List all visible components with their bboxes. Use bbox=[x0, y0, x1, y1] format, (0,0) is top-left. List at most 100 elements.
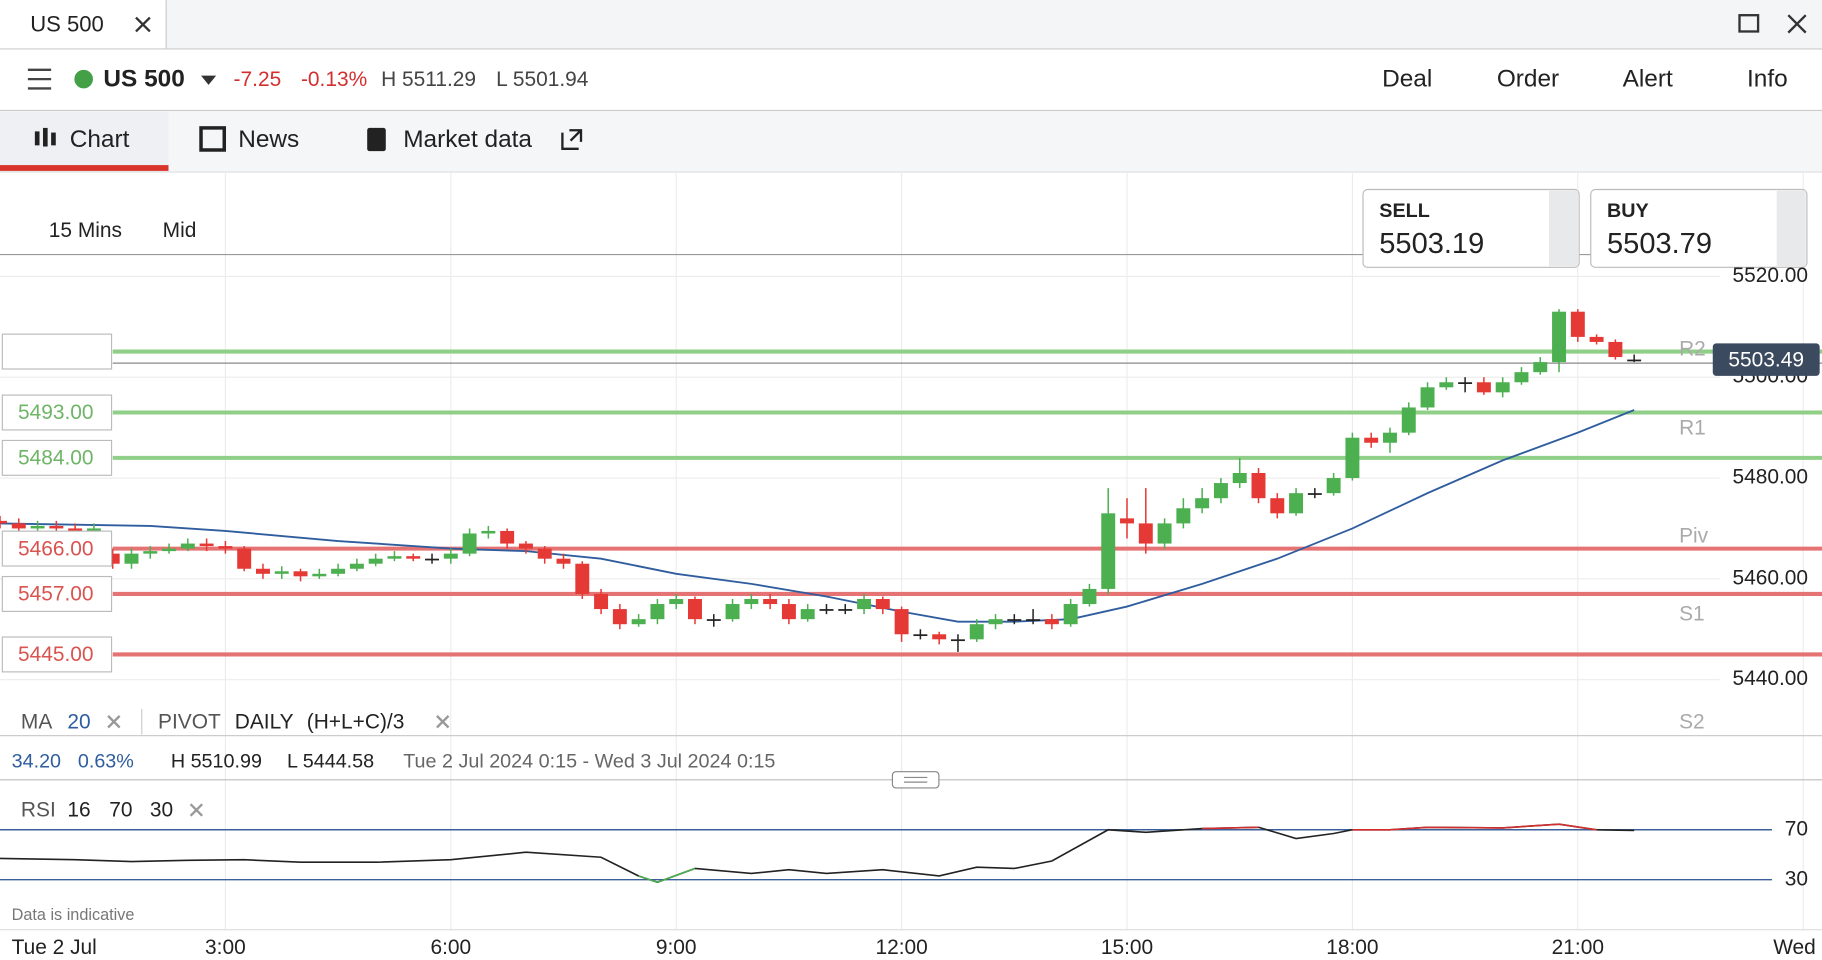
last-price-label: 5503.49 bbox=[1728, 348, 1804, 371]
ma-label: MA bbox=[21, 710, 52, 733]
ma-period[interactable]: 20 bbox=[67, 710, 90, 733]
candle-body bbox=[1608, 341, 1623, 358]
candle-body bbox=[612, 609, 627, 625]
external-link-icon[interactable] bbox=[561, 129, 583, 150]
menu-icon[interactable] bbox=[27, 68, 52, 90]
change: -7.25 bbox=[234, 68, 282, 91]
candle-body bbox=[894, 609, 909, 635]
rsi-upper[interactable]: 70 bbox=[109, 799, 132, 822]
instrument-name[interactable]: US 500 bbox=[103, 66, 184, 93]
candle-body bbox=[725, 604, 740, 620]
candle-body bbox=[1120, 518, 1134, 524]
stats-high: H 5510.99 bbox=[171, 751, 262, 773]
candle-body bbox=[950, 639, 965, 642]
pivot-label: S2 bbox=[1679, 710, 1705, 733]
rsi-lower[interactable]: 30 bbox=[150, 799, 173, 822]
sell-box[interactable] bbox=[1362, 188, 1580, 268]
candle-body bbox=[800, 609, 815, 620]
candle-body bbox=[1364, 437, 1379, 443]
x-tick-label: 9:00 bbox=[656, 936, 697, 959]
level-label-box bbox=[1, 439, 113, 476]
pane-resize-handle[interactable] bbox=[891, 771, 940, 789]
candle-body bbox=[49, 525, 64, 529]
candle-body bbox=[1326, 478, 1341, 494]
candle-body bbox=[913, 634, 928, 637]
buy-box[interactable] bbox=[1590, 188, 1808, 268]
candle-body bbox=[1270, 498, 1285, 514]
pivot-period[interactable]: DAILY bbox=[235, 710, 294, 733]
alert-button[interactable]: Alert bbox=[1623, 66, 1673, 93]
pivot-label: S1 bbox=[1679, 602, 1705, 625]
x-axis: Tue 2 Jul 3:00 6:00 9:00 12:00 15:00 18:00 21:0… bbox=[12, 936, 1822, 959]
remove-rsi[interactable] bbox=[189, 803, 204, 817]
pivot-formula[interactable]: (H+L+C)/3 bbox=[307, 710, 405, 733]
price-type[interactable]: Mid bbox=[163, 219, 197, 242]
deal-button[interactable]: Deal bbox=[1382, 66, 1432, 93]
candle-body bbox=[1101, 513, 1116, 589]
stats-low: L 5444.58 bbox=[287, 751, 374, 773]
x-tick-label: 21:00 bbox=[1552, 936, 1604, 959]
buy-price[interactable]: 5503.79 bbox=[1607, 228, 1712, 260]
order-button[interactable]: Order bbox=[1497, 66, 1559, 93]
candle-body bbox=[1026, 619, 1041, 621]
buy-label[interactable]: BUY bbox=[1607, 200, 1649, 222]
candle-body bbox=[11, 523, 26, 529]
candle-body bbox=[932, 634, 947, 640]
candle-body bbox=[30, 525, 45, 529]
candle-body bbox=[518, 543, 533, 549]
candle-body bbox=[631, 619, 646, 625]
tab-close[interactable] bbox=[135, 16, 151, 33]
candle-body bbox=[443, 553, 458, 559]
candle-body bbox=[1251, 472, 1266, 499]
candle-body bbox=[293, 571, 308, 577]
remove-ma[interactable] bbox=[107, 715, 121, 729]
candle-body bbox=[1307, 493, 1322, 495]
interval[interactable]: 15 Mins bbox=[49, 219, 122, 242]
candle-body bbox=[368, 558, 383, 564]
candle-body bbox=[1138, 523, 1153, 544]
tab-title[interactable]: US 500 bbox=[30, 11, 104, 36]
candle-body bbox=[1476, 382, 1491, 393]
candle-body bbox=[1082, 588, 1097, 605]
sell-price[interactable]: 5503.19 bbox=[1379, 228, 1484, 260]
candle-body bbox=[86, 528, 101, 531]
candle-body bbox=[556, 558, 571, 564]
plot bbox=[0, 309, 1822, 657]
tab[interactable] bbox=[0, 0, 167, 49]
candle-body bbox=[1157, 523, 1172, 544]
candle-body bbox=[1289, 493, 1304, 514]
rsi-label: RSI bbox=[21, 799, 56, 822]
level-label-box bbox=[1, 394, 113, 431]
candle-body bbox=[688, 599, 702, 620]
nav-market-data[interactable]: Market data bbox=[403, 126, 532, 153]
candle-body bbox=[1213, 483, 1228, 499]
rsi-extreme-segment bbox=[1389, 826, 1428, 831]
x-tick-label: 3:00 bbox=[205, 936, 246, 959]
sell-label[interactable]: SELL bbox=[1379, 200, 1429, 222]
candle-body bbox=[1063, 604, 1078, 625]
y-tick-label: 5460.00 bbox=[1732, 566, 1808, 589]
rsi-extreme-segment bbox=[1202, 826, 1259, 830]
candle-body bbox=[875, 599, 890, 610]
candle-body bbox=[68, 528, 83, 531]
candle-body bbox=[1420, 387, 1435, 408]
nav-chart[interactable]: Chart bbox=[70, 126, 130, 153]
candle-body bbox=[1044, 619, 1059, 625]
maximize-button[interactable] bbox=[1738, 14, 1760, 33]
candle-body bbox=[349, 563, 364, 569]
last-price-tag bbox=[1712, 343, 1820, 376]
info-button[interactable]: Info bbox=[1747, 66, 1788, 93]
close-button[interactable] bbox=[1787, 14, 1807, 34]
rsi-period[interactable]: 16 bbox=[67, 799, 90, 822]
dropdown-arrow[interactable] bbox=[201, 75, 217, 85]
candle-body bbox=[1345, 437, 1360, 479]
remove-pivot[interactable] bbox=[436, 715, 450, 729]
nav-news[interactable]: News bbox=[238, 126, 299, 153]
candle-body bbox=[274, 571, 289, 574]
handle-grip bbox=[904, 776, 928, 783]
level-label-box bbox=[1, 636, 113, 673]
candle-body bbox=[575, 563, 590, 594]
candle-body bbox=[744, 599, 759, 605]
candle-body bbox=[406, 556, 421, 559]
candle-body bbox=[763, 599, 778, 605]
